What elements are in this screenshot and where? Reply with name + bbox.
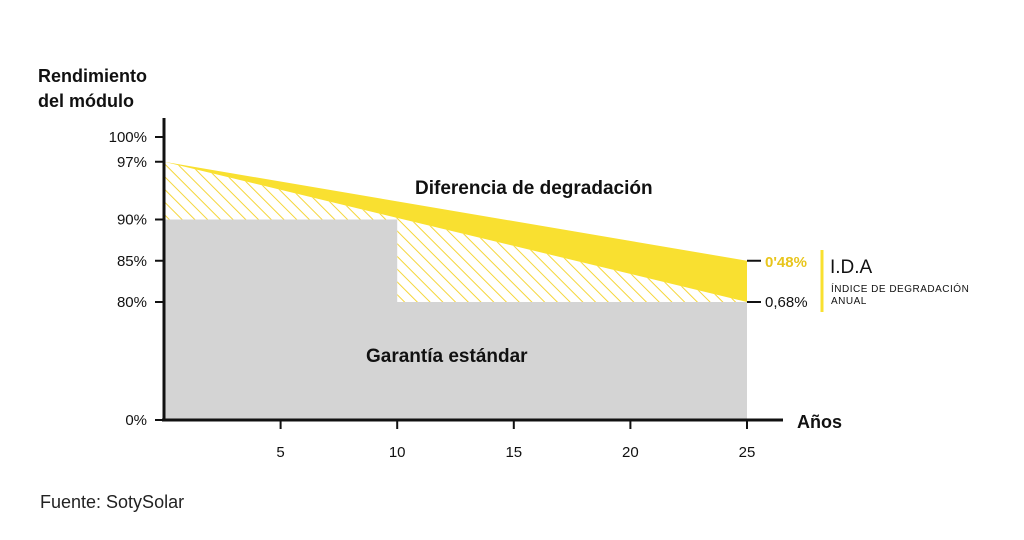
degradation-difference-area — [164, 161, 747, 302]
y-tick-label-90: 90% — [117, 212, 147, 229]
x-tick-label-25: 25 — [739, 444, 756, 461]
y-tick-label-97: 97% — [117, 154, 147, 171]
series-label-standard: Garantía estándar — [366, 346, 528, 367]
y-tick-label-85: 85% — [117, 253, 147, 270]
series-label-difference: Diferencia de degradación — [415, 178, 653, 199]
x-tick-label-10: 10 — [389, 444, 406, 461]
x-tick-label-20: 20 — [622, 444, 639, 461]
source-note: Fuente: SotySolar — [40, 492, 185, 512]
y-axis-title-line1: Rendimiento — [38, 66, 148, 86]
y-tick-label-80: 80% — [117, 294, 147, 311]
x-tick-label-15: 15 — [505, 444, 522, 461]
y-axis-title: Rendimiento del módulo — [38, 64, 147, 114]
ida-line1: ÍNDICE DE DEGRADACIÓN — [831, 282, 969, 295]
standard-warranty-area — [164, 219, 747, 420]
ida-line2: ANUAL — [831, 296, 867, 307]
y-axis-title-line2: del módulo — [38, 91, 134, 111]
ida-title: I.D.A — [830, 257, 873, 278]
y-tick-label-100: 100% — [109, 129, 147, 146]
x-tick-label-5: 5 — [276, 444, 284, 461]
chart: 0% 80% 85% 90% 97% 100% 5 10 15 20 25 Diferencia d… — [109, 118, 969, 461]
x-axis-title: Años — [797, 412, 842, 432]
y-tick-label-0: 0% — [125, 412, 147, 429]
rate-standard-label: 0,68% — [765, 294, 808, 311]
rate-sotysolar-label: 0'48% — [765, 254, 807, 271]
